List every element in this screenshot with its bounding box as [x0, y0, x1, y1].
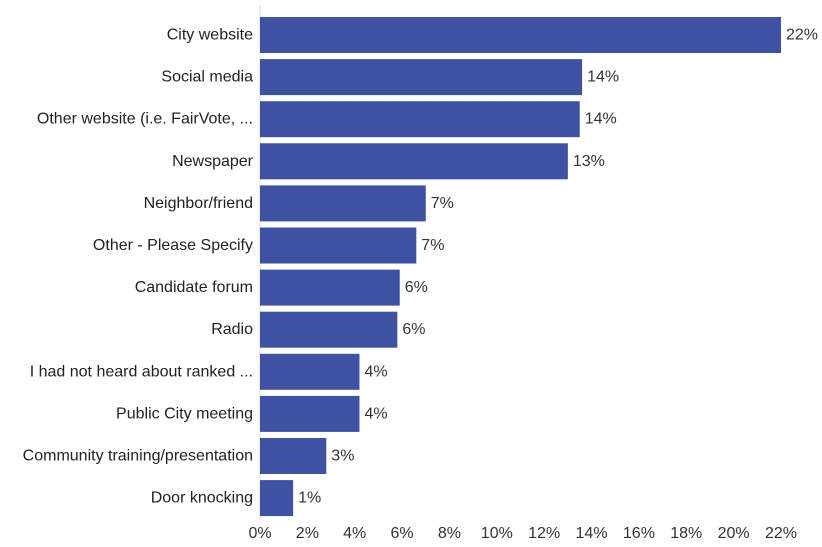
bar	[260, 101, 580, 138]
value-label: 6%	[405, 279, 428, 296]
bar	[260, 17, 781, 53]
category-label: Social media	[161, 69, 253, 86]
value-label: 14%	[585, 111, 617, 128]
value-label: 14%	[587, 69, 619, 86]
value-label: 1%	[298, 490, 321, 507]
bar	[260, 395, 360, 432]
x-tick-label: 20%	[718, 525, 750, 542]
x-tick-label: 18%	[670, 525, 702, 542]
bar	[260, 480, 294, 517]
value-label: 13%	[573, 153, 605, 170]
x-tick-label: 2%	[296, 525, 319, 542]
category-label: Candidate forum	[135, 279, 253, 296]
bars-group	[260, 17, 781, 517]
category-label: I had not heard about ranked ...	[30, 363, 253, 380]
value-label: 22%	[786, 27, 818, 44]
bar	[260, 143, 568, 180]
category-label: Newspaper	[172, 153, 254, 170]
x-tick-label: 12%	[528, 525, 560, 542]
category-labels: City website Social media Other website (i…	[23, 27, 254, 507]
value-label: 7%	[421, 237, 444, 254]
x-tick-label: 8%	[438, 525, 461, 542]
category-label: Door knocking	[151, 490, 253, 507]
x-tick-label: 0%	[248, 525, 271, 542]
category-label: Neighbor/friend	[144, 195, 253, 212]
x-tick-label: 6%	[391, 525, 414, 542]
x-tick-label: 10%	[481, 525, 513, 542]
bar	[260, 438, 327, 474]
value-label: 7%	[431, 195, 454, 212]
category-label: Public City meeting	[116, 405, 253, 422]
category-label: Other - Please Specify	[93, 237, 253, 254]
value-label: 4%	[364, 363, 387, 380]
category-label: City website	[167, 27, 253, 44]
bar	[260, 227, 417, 264]
bar	[260, 59, 583, 96]
bar	[260, 269, 400, 306]
category-label: Radio	[211, 321, 253, 338]
value-label: 4%	[364, 405, 387, 422]
x-tick-label: 16%	[623, 525, 655, 542]
value-label: 3%	[331, 448, 354, 465]
x-tick-label: 4%	[343, 525, 366, 542]
category-label: Other website (i.e. FairVote, ...	[37, 111, 253, 128]
x-axis-ticks: 0% 2% 4% 6% 8% 10% 12% 14% 16% 18% 20% 22%	[248, 525, 797, 542]
category-label: Community training/presentation	[23, 448, 253, 465]
x-tick-label: 22%	[765, 525, 797, 542]
value-labels: 22% 14% 14% 13% 7% 7% 6% 6% 4% 4% 3% 1%	[298, 27, 818, 507]
bar	[260, 311, 398, 348]
bar	[260, 185, 426, 222]
value-label: 6%	[402, 321, 425, 338]
bar	[260, 353, 360, 390]
x-tick-label: 14%	[576, 525, 608, 542]
